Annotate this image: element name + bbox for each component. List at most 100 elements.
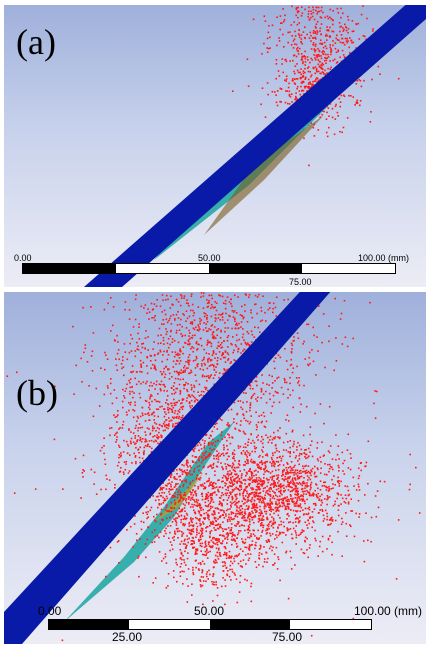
particle	[275, 488, 278, 491]
particle	[74, 457, 77, 460]
particle	[176, 422, 178, 425]
particle	[288, 482, 291, 484]
particle	[275, 315, 277, 317]
particle	[282, 449, 285, 451]
particle	[164, 299, 167, 301]
scale-a-tick-75: 75.00	[289, 277, 312, 287]
particle	[253, 503, 256, 505]
particle	[224, 492, 227, 495]
panel-a-viewport[interactable]: (a) 0.00 50.00 100.00 (mm) 75.00	[4, 5, 426, 287]
particle	[205, 327, 207, 329]
particle	[145, 400, 148, 403]
particle	[131, 386, 133, 388]
particle	[150, 413, 153, 416]
particle	[156, 495, 158, 498]
particle	[339, 30, 341, 33]
particle	[179, 510, 182, 513]
particle	[195, 398, 197, 401]
particle	[186, 299, 188, 301]
particle	[187, 302, 189, 305]
deposit-core-b	[154, 472, 204, 522]
particle	[288, 93, 291, 96]
panel-b-viewport[interactable]: (b) 0.00 50.00 100.00 (mm) 25.00 75.00	[4, 292, 426, 644]
particle	[158, 504, 161, 506]
particle	[335, 360, 338, 362]
particle	[293, 451, 295, 454]
particle	[269, 508, 272, 510]
particle	[315, 539, 317, 542]
particle	[320, 461, 322, 463]
particle	[189, 342, 191, 345]
particle	[242, 328, 244, 330]
particle	[310, 86, 313, 88]
particle	[203, 315, 206, 318]
particle	[278, 506, 280, 508]
particle	[166, 510, 168, 512]
particle	[180, 551, 183, 554]
particle	[187, 394, 190, 396]
particle	[90, 355, 93, 357]
particle	[227, 455, 230, 458]
particle	[272, 483, 274, 486]
particle	[227, 533, 229, 535]
particle	[326, 135, 329, 138]
particle	[263, 481, 266, 484]
particle	[93, 483, 95, 485]
particle	[209, 535, 211, 538]
particle	[266, 453, 268, 455]
particle	[217, 524, 219, 526]
particle	[337, 50, 339, 53]
particle	[216, 539, 219, 542]
particle	[371, 78, 373, 81]
particle	[304, 77, 307, 79]
particle	[289, 490, 292, 493]
particle	[316, 467, 319, 469]
particle	[220, 494, 223, 497]
particle	[221, 419, 223, 421]
particle	[316, 458, 319, 460]
particle	[285, 551, 287, 554]
particle	[257, 479, 260, 481]
particle	[225, 515, 227, 517]
particle	[331, 541, 333, 544]
particle	[228, 575, 231, 578]
particle	[191, 583, 193, 585]
particle	[244, 508, 246, 511]
particle	[296, 449, 298, 451]
particle	[238, 530, 240, 532]
particle	[135, 462, 137, 465]
particle	[253, 479, 256, 481]
particle	[182, 346, 185, 348]
particle	[245, 546, 248, 549]
particle	[194, 512, 197, 515]
particle	[206, 306, 209, 308]
particle	[264, 494, 266, 497]
particle	[178, 515, 180, 518]
particle	[199, 580, 202, 582]
particle	[211, 485, 214, 488]
particle	[296, 7, 298, 9]
particle	[184, 518, 187, 520]
particle	[125, 460, 128, 463]
particle	[148, 440, 151, 442]
particle	[210, 465, 212, 468]
particle	[234, 524, 236, 527]
particle	[304, 26, 306, 28]
particle	[230, 473, 232, 476]
particle	[282, 71, 284, 74]
particle	[211, 324, 214, 326]
particle	[216, 428, 219, 430]
particle	[176, 496, 179, 499]
particle	[326, 548, 328, 550]
particle	[230, 408, 233, 411]
particle	[277, 482, 279, 484]
particle	[250, 330, 253, 333]
particle	[240, 488, 243, 491]
particle	[294, 484, 296, 487]
particle	[216, 555, 219, 558]
particle	[327, 538, 330, 541]
particle	[212, 337, 214, 339]
particle	[331, 516, 333, 519]
particle	[222, 467, 224, 470]
particle	[300, 495, 302, 498]
